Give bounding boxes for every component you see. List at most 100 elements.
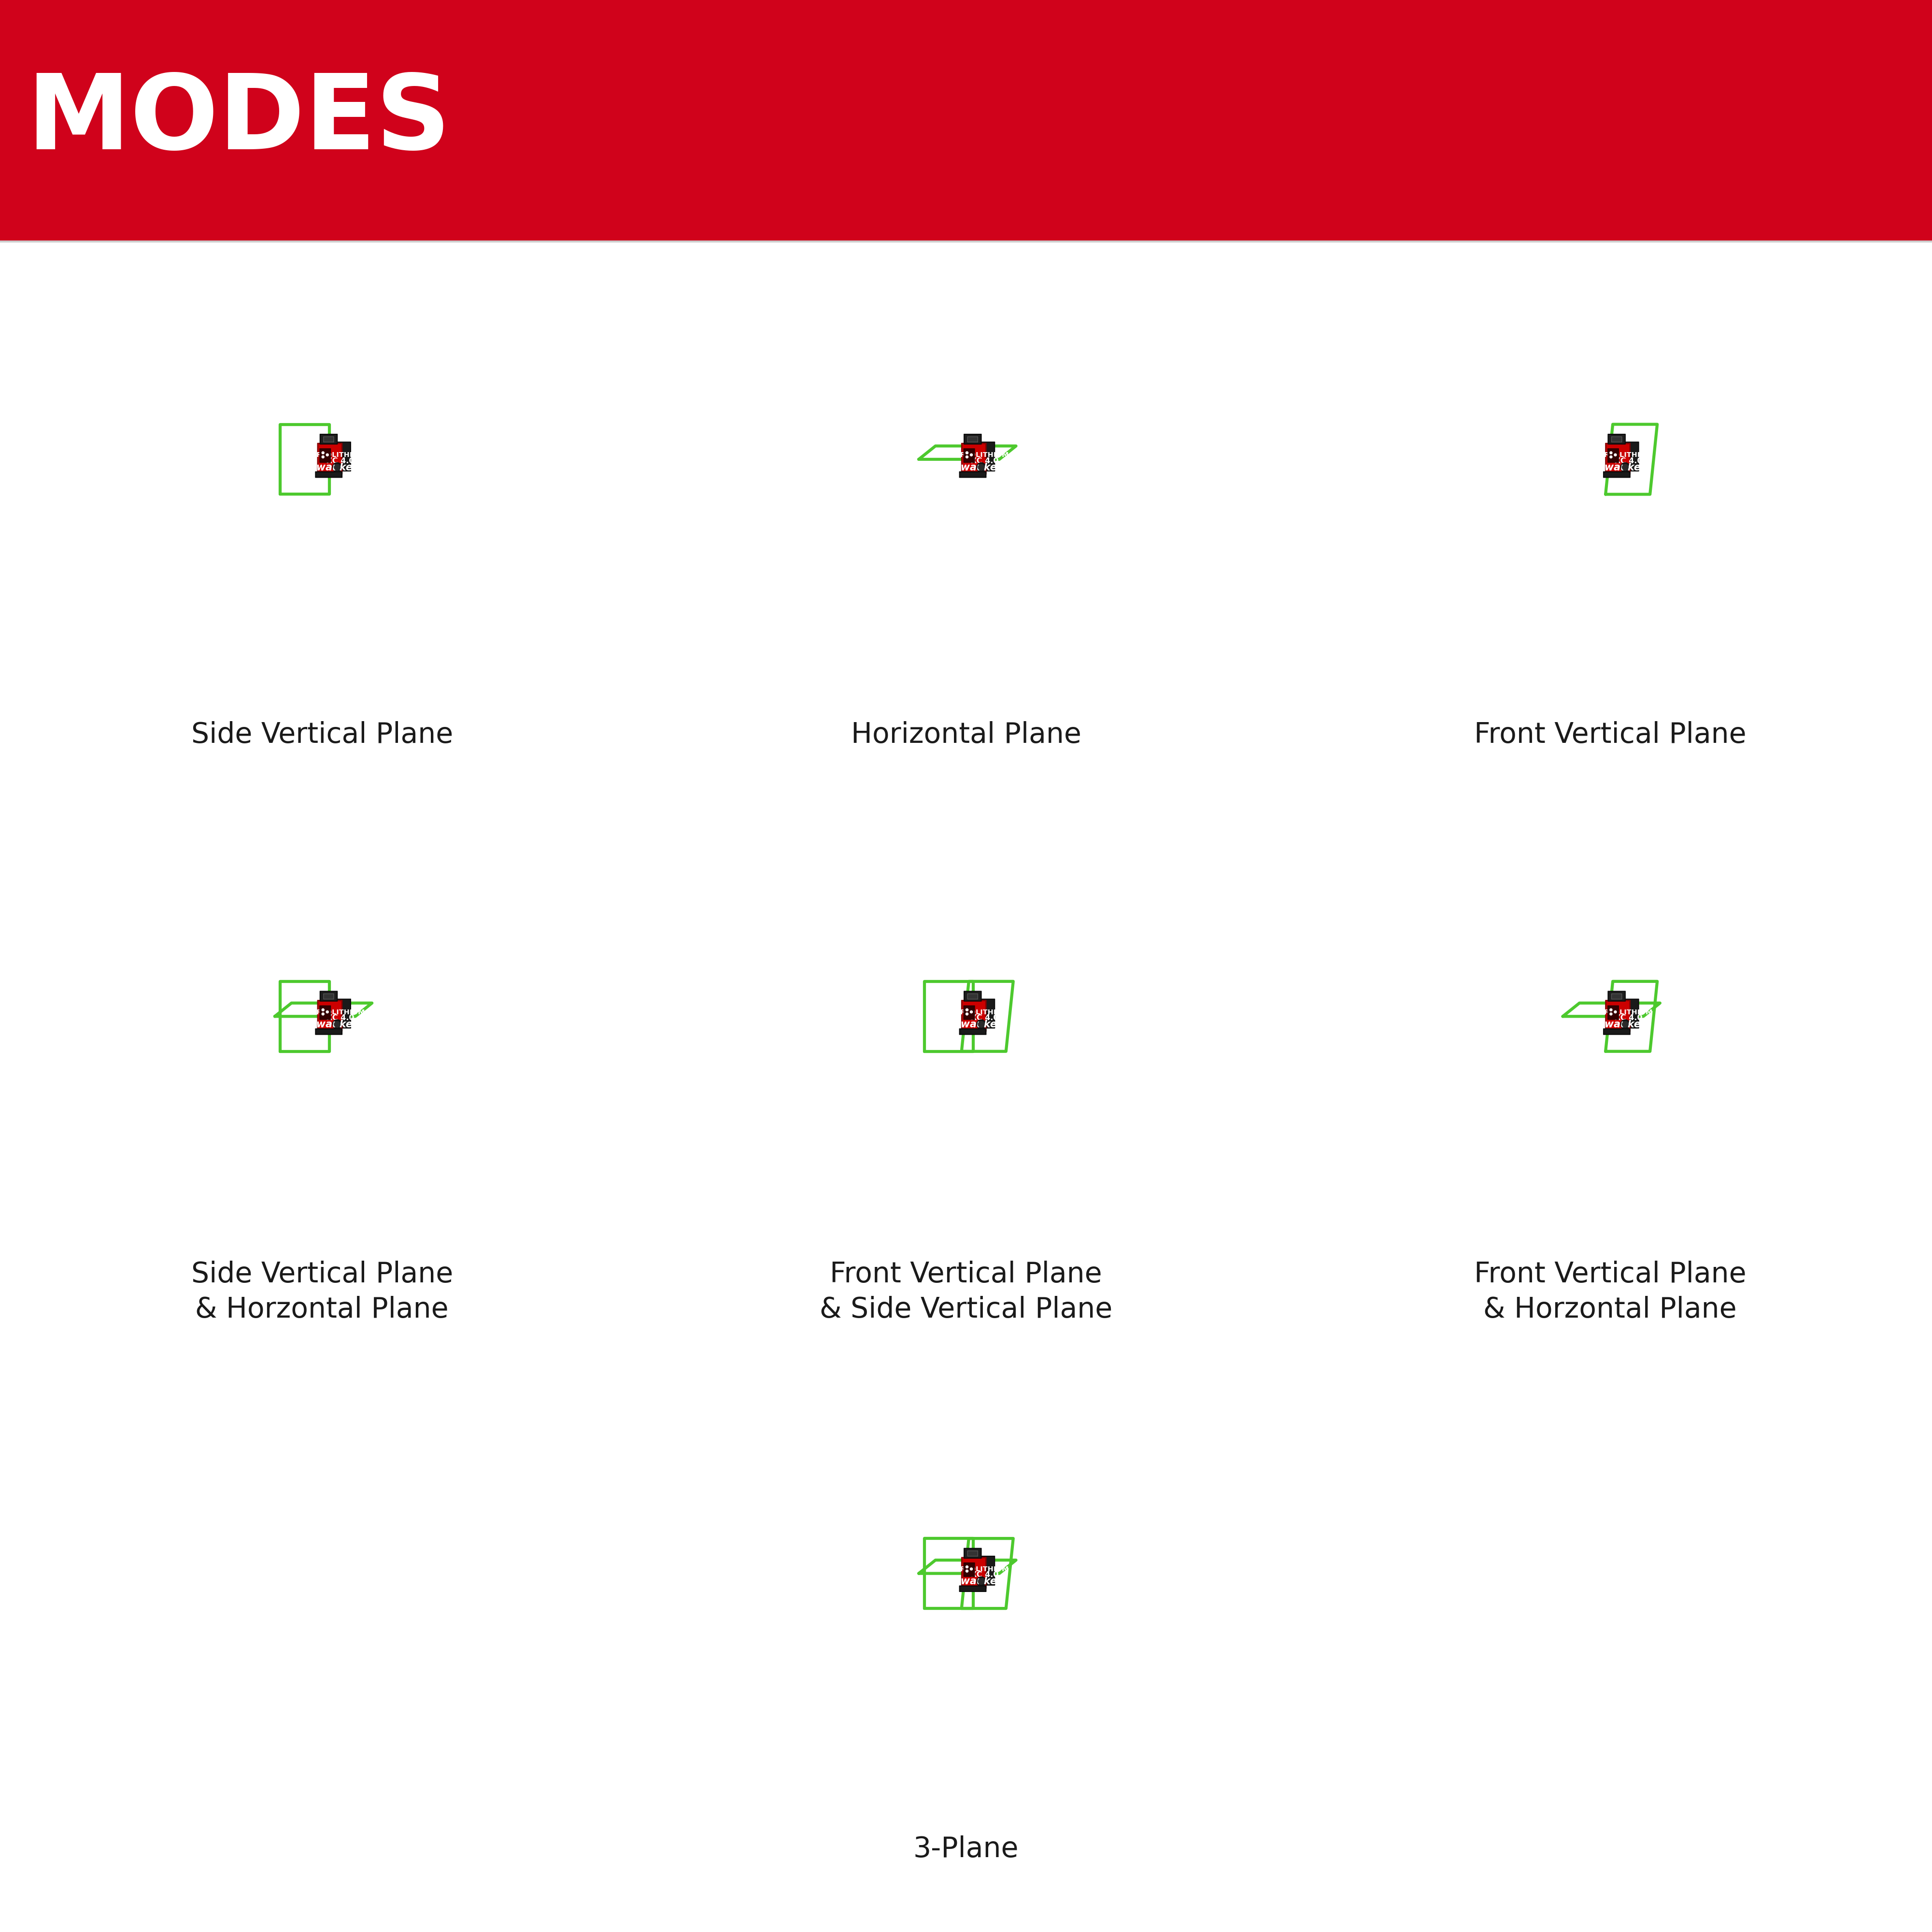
FancyBboxPatch shape	[964, 991, 981, 1001]
FancyBboxPatch shape	[317, 444, 342, 473]
FancyBboxPatch shape	[968, 437, 978, 442]
Circle shape	[978, 464, 983, 469]
Text: Horizontal Plane: Horizontal Plane	[850, 721, 1082, 750]
Text: REDLITHIUM: REDLITHIUM	[317, 1009, 365, 1016]
FancyBboxPatch shape	[1607, 991, 1625, 1001]
Text: Milwaukee: Milwaukee	[299, 462, 359, 471]
Circle shape	[970, 1010, 972, 1012]
FancyBboxPatch shape	[323, 437, 334, 442]
FancyBboxPatch shape	[964, 1007, 974, 1020]
Text: 3-Plane: 3-Plane	[914, 1835, 1018, 1862]
Circle shape	[970, 454, 972, 456]
Circle shape	[970, 1567, 972, 1571]
FancyBboxPatch shape	[1607, 435, 1625, 444]
Text: XC 4.0: XC 4.0	[327, 1014, 354, 1022]
FancyBboxPatch shape	[330, 999, 350, 1028]
FancyBboxPatch shape	[315, 1030, 342, 1034]
FancyBboxPatch shape	[1605, 444, 1631, 473]
Circle shape	[966, 452, 968, 454]
Text: REDLITHIUM: REDLITHIUM	[317, 452, 365, 458]
Circle shape	[966, 456, 968, 458]
Text: XC 4.0: XC 4.0	[970, 1571, 999, 1578]
FancyBboxPatch shape	[964, 1563, 974, 1577]
Text: Front Vertical Plane
& Horzontal Plane: Front Vertical Plane & Horzontal Plane	[1474, 1262, 1747, 1323]
Circle shape	[1609, 456, 1611, 458]
Text: Milwaukee: Milwaukee	[945, 1577, 1005, 1586]
Bar	[0, 0, 1932, 242]
Circle shape	[1621, 462, 1631, 471]
FancyBboxPatch shape	[330, 442, 350, 471]
Text: REDLITHIUM: REDLITHIUM	[960, 1009, 1009, 1016]
FancyBboxPatch shape	[962, 444, 985, 473]
FancyBboxPatch shape	[974, 1555, 995, 1584]
Text: XC 4.0: XC 4.0	[1615, 458, 1642, 464]
Circle shape	[976, 1577, 985, 1586]
FancyBboxPatch shape	[964, 448, 974, 462]
Text: Milwaukee: Milwaukee	[945, 1020, 1005, 1030]
Circle shape	[1613, 454, 1617, 456]
Text: Side Vertical Plane: Side Vertical Plane	[191, 721, 452, 750]
Circle shape	[334, 464, 340, 469]
FancyBboxPatch shape	[960, 1030, 985, 1034]
FancyBboxPatch shape	[321, 991, 338, 1001]
FancyBboxPatch shape	[1604, 1030, 1631, 1034]
FancyBboxPatch shape	[1604, 471, 1631, 477]
Text: XC 4.0: XC 4.0	[327, 458, 354, 464]
FancyBboxPatch shape	[964, 435, 981, 444]
FancyBboxPatch shape	[321, 435, 338, 444]
Circle shape	[1613, 1010, 1617, 1012]
Circle shape	[976, 462, 985, 471]
Circle shape	[1609, 452, 1611, 454]
FancyBboxPatch shape	[962, 1001, 985, 1032]
Text: Front Vertical Plane
& Side Vertical Plane: Front Vertical Plane & Side Vertical Pla…	[819, 1262, 1113, 1323]
FancyBboxPatch shape	[960, 471, 985, 477]
FancyBboxPatch shape	[323, 993, 334, 999]
Circle shape	[327, 1010, 328, 1012]
Text: XC 4.0: XC 4.0	[970, 1014, 999, 1022]
Circle shape	[332, 1020, 342, 1030]
Circle shape	[323, 452, 325, 454]
Circle shape	[323, 1009, 325, 1010]
FancyBboxPatch shape	[315, 471, 342, 477]
FancyBboxPatch shape	[1611, 993, 1621, 999]
Text: Side Vertical Plane
& Horzontal Plane: Side Vertical Plane & Horzontal Plane	[191, 1262, 452, 1323]
FancyBboxPatch shape	[968, 1551, 978, 1555]
Circle shape	[1621, 1020, 1631, 1030]
FancyBboxPatch shape	[974, 442, 995, 471]
FancyBboxPatch shape	[317, 1001, 342, 1032]
Circle shape	[976, 1020, 985, 1030]
Text: Milwaukee: Milwaukee	[299, 1020, 359, 1030]
Circle shape	[1623, 1022, 1629, 1028]
Text: MODES: MODES	[27, 70, 450, 172]
Circle shape	[323, 1012, 325, 1014]
FancyBboxPatch shape	[974, 999, 995, 1028]
FancyBboxPatch shape	[1619, 999, 1638, 1028]
Circle shape	[966, 1565, 968, 1569]
FancyBboxPatch shape	[968, 993, 978, 999]
Text: REDLITHIUM: REDLITHIUM	[1604, 1009, 1654, 1016]
Text: XC 4.0: XC 4.0	[970, 458, 999, 464]
Circle shape	[966, 1012, 968, 1014]
Circle shape	[1609, 1012, 1611, 1014]
Text: Milwaukee: Milwaukee	[1588, 1020, 1648, 1030]
FancyBboxPatch shape	[1605, 1001, 1631, 1032]
FancyBboxPatch shape	[319, 1007, 330, 1020]
Text: Milwaukee: Milwaukee	[945, 462, 1005, 471]
Circle shape	[978, 1578, 983, 1584]
Circle shape	[334, 1022, 340, 1028]
Circle shape	[327, 454, 328, 456]
Circle shape	[323, 456, 325, 458]
Text: Milwaukee: Milwaukee	[1588, 462, 1648, 471]
Text: REDLITHIUM: REDLITHIUM	[1604, 452, 1654, 458]
Circle shape	[966, 1009, 968, 1010]
Circle shape	[978, 1022, 983, 1028]
Text: REDLITHIUM: REDLITHIUM	[960, 452, 1009, 458]
FancyBboxPatch shape	[964, 1548, 981, 1557]
FancyBboxPatch shape	[960, 1586, 985, 1592]
Circle shape	[1623, 464, 1629, 469]
Text: XC 4.0: XC 4.0	[1615, 1014, 1642, 1022]
FancyBboxPatch shape	[1607, 448, 1619, 462]
FancyBboxPatch shape	[962, 1557, 985, 1588]
Circle shape	[966, 1571, 968, 1573]
Circle shape	[1609, 1009, 1611, 1010]
